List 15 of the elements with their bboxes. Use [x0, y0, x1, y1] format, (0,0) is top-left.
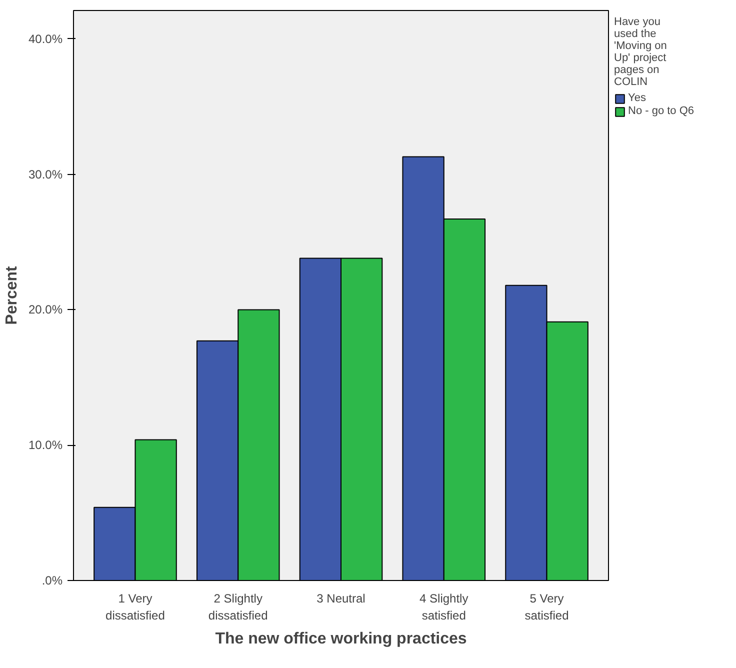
- y-tick-label: 10.0%: [28, 438, 63, 452]
- x-tick-label: 5 Very satisfied: [524, 592, 569, 622]
- x-tick-label: 1 Very dissatisfied: [106, 592, 165, 622]
- x-tick-label: 4 Slightly satisfied: [420, 592, 468, 622]
- y-tick-label: 30.0%: [28, 167, 63, 182]
- legend-label: Yes: [628, 92, 647, 104]
- legend-title: Have you used the 'Moving on Up' project pages on COLIN: [614, 16, 668, 88]
- legend-label: No - go to Q6: [628, 105, 694, 117]
- y-tick-label: 20.0%: [28, 302, 63, 317]
- x-axis-title: The new office working practices: [215, 630, 467, 648]
- x-tick-label: 3 Neutral: [316, 592, 366, 606]
- y-tick-label: .0%: [42, 574, 63, 588]
- x-tick-label: 2 Slightly dissatisfied: [208, 592, 268, 622]
- y-axis-title: Percent: [3, 265, 20, 325]
- y-tick-label: 40.0%: [28, 32, 63, 46]
